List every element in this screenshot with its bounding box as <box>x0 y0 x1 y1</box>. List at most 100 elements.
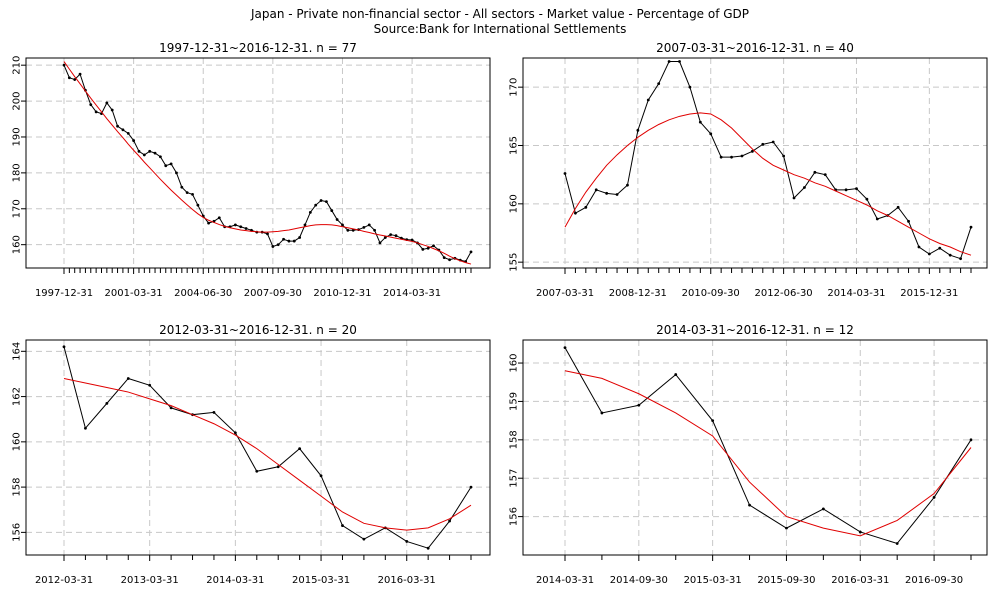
series-data-line <box>63 346 472 549</box>
data-point <box>303 223 307 227</box>
data-point <box>785 526 788 530</box>
data-point <box>373 228 377 232</box>
data-point <box>185 191 189 195</box>
chart-main-title: Japan - Private non-financial sector - A… <box>250 7 750 21</box>
data-point <box>442 256 446 259</box>
chart-subtitle: Source:Bank for International Settlement… <box>373 22 627 36</box>
data-point <box>405 540 409 543</box>
data-point <box>448 258 451 262</box>
plot-frame <box>25 57 491 269</box>
x-tick-label: 2016-09-30 <box>905 575 963 586</box>
data-point <box>667 60 671 63</box>
data-point <box>740 154 744 158</box>
series-trend-line <box>63 61 472 265</box>
data-point <box>469 485 473 489</box>
chart-panel-3: 2012-03-31~2016-12-31. n = 20 156 158 160 16… <box>12 323 491 586</box>
x-tick-label: 2012-03-31 <box>35 575 93 586</box>
data-point <box>175 171 178 175</box>
series-trend-line <box>564 370 972 537</box>
data-point <box>657 82 661 86</box>
data-point <box>292 239 296 243</box>
x-tick-label: 2014-03-31 <box>827 288 885 299</box>
y-tick-label: 170 <box>12 199 23 218</box>
data-point <box>191 193 194 196</box>
y-tick-label: 160 <box>12 235 23 254</box>
data-point <box>938 246 942 250</box>
data-point <box>636 128 640 132</box>
data-point <box>844 188 848 192</box>
data-point <box>917 245 921 249</box>
data-point <box>212 411 216 414</box>
series-data-line <box>564 347 972 545</box>
data-point <box>89 103 93 107</box>
data-point <box>207 221 210 225</box>
y-tick-label: 156 <box>12 523 23 542</box>
data-point <box>907 219 910 223</box>
y-tick-label: 162 <box>12 387 23 406</box>
x-tick-label: 2014-03-31 <box>383 288 441 299</box>
panel-title: 1997-12-31~2016-12-31. n = 77 <box>159 41 357 55</box>
data-point <box>932 496 936 499</box>
data-point <box>217 216 221 220</box>
data-point <box>142 153 146 157</box>
data-point <box>698 120 702 124</box>
data-point <box>362 226 366 229</box>
data-point <box>719 155 723 159</box>
data-point <box>792 196 796 200</box>
x-tick-label: 2010-09-30 <box>682 288 740 299</box>
data-point <box>584 205 588 209</box>
series-data-line <box>564 61 972 260</box>
data-point <box>282 237 285 241</box>
data-point <box>330 209 334 212</box>
data-point <box>158 155 162 159</box>
x-tick-label: 2014-03-31 <box>206 575 264 586</box>
data-point <box>563 172 567 175</box>
data-point <box>67 76 71 80</box>
data-point <box>688 85 692 89</box>
data-point <box>367 223 371 227</box>
data-point <box>148 149 152 153</box>
chart-panel-1: 1997-12-31~2016-12-31. n = 77 160 170 180 19… <box>12 41 491 299</box>
y-tick-label: 180 <box>12 163 23 182</box>
data-point <box>73 78 77 81</box>
data-point <box>594 188 598 192</box>
x-tick-label: 2014-03-31 <box>536 575 594 586</box>
x-tick-label: 2001-03-31 <box>105 288 163 299</box>
data-point <box>855 187 858 191</box>
data-point <box>62 345 66 349</box>
data-point <box>239 225 243 229</box>
data-point <box>448 519 451 523</box>
data-point <box>351 228 355 232</box>
data-point <box>266 232 269 236</box>
data-point <box>711 419 715 423</box>
panel-title: 2012-03-31~2016-12-31. n = 20 <box>159 323 357 337</box>
y-tick-label: 190 <box>12 127 23 146</box>
plot-frame <box>522 57 988 269</box>
y-tick-label: 200 <box>12 92 23 111</box>
data-point <box>674 373 678 376</box>
data-point <box>308 210 312 214</box>
x-tick-label: 2014-09-30 <box>610 575 668 586</box>
y-tick-label: 164 <box>12 342 23 361</box>
panel-title: 2014-03-31~2016-12-31. n = 12 <box>656 323 854 337</box>
data-point <box>421 247 425 251</box>
data-point <box>341 524 344 527</box>
data-point <box>325 200 328 203</box>
data-point <box>563 346 567 350</box>
y-tick-label: 155 <box>509 253 520 272</box>
data-point <box>314 203 318 207</box>
data-point <box>233 223 237 227</box>
data-point <box>276 465 280 469</box>
data-point <box>126 377 130 380</box>
data-point <box>410 238 414 242</box>
y-tick-label: 165 <box>509 136 520 155</box>
data-point <box>426 246 430 250</box>
data-point <box>823 173 827 177</box>
data-point <box>196 203 200 207</box>
data-point <box>276 243 280 247</box>
data-point <box>62 63 66 67</box>
data-point <box>346 228 350 232</box>
x-tick-label: 2016-03-31 <box>378 575 436 586</box>
data-point <box>153 151 157 155</box>
